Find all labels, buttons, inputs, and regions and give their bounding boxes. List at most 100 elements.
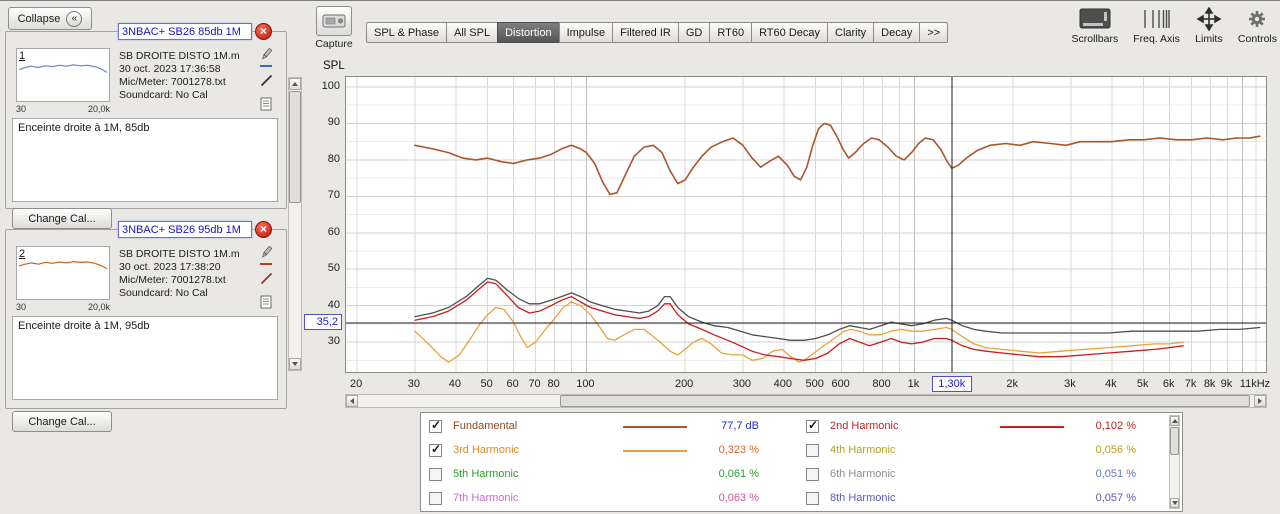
legend-checkbox-5th-harmonic[interactable] (429, 468, 442, 481)
gear-icon (1238, 6, 1277, 32)
capture-button[interactable] (316, 6, 352, 36)
controls-button[interactable]: Controls (1238, 6, 1277, 45)
tab-clarity[interactable]: Clarity (827, 22, 875, 43)
tab-spl-phase[interactable]: SPL & Phase (366, 22, 448, 43)
limits-icon (1195, 6, 1223, 32)
notes-icon[interactable] (260, 295, 272, 312)
x-tick-label: 600 (831, 378, 850, 390)
scroll-left-button[interactable] (346, 395, 358, 407)
tab-filtered-ir[interactable]: Filtered IR (612, 22, 679, 43)
horizontal-scroll-thumb[interactable] (560, 395, 1250, 407)
legend-scroll-down-button[interactable] (1170, 498, 1179, 508)
legend-checkbox-7th-harmonic[interactable] (429, 492, 442, 505)
legend-scroll-up-button[interactable] (1170, 416, 1179, 426)
legend-label: 5th Harmonic (453, 468, 519, 480)
trace-edit-pencil-icon[interactable] (259, 245, 273, 265)
scroll-down-button[interactable] (289, 358, 301, 370)
tab-all-spl[interactable]: All SPL (446, 22, 499, 43)
measurement-thumbnail-2[interactable] (16, 246, 110, 300)
scrollbars-icon (1072, 6, 1119, 32)
legend-checkbox-6th-harmonic[interactable] (806, 468, 819, 481)
tab-rt60[interactable]: RT60 (709, 22, 753, 43)
scroll-up-button[interactable] (289, 78, 301, 90)
x-tick-label: 60 (506, 378, 519, 390)
legend-scrollbar[interactable] (1169, 415, 1180, 509)
graph-type-tabs: SPL & Phase All SPL Distortion Impulse Filte… (366, 22, 949, 43)
x-tick-label: 400 (773, 378, 793, 390)
x-tick-label: 5k (1136, 378, 1149, 390)
tab-distortion[interactable]: Distortion (497, 22, 560, 43)
legend-checkbox-3rd-harmonic[interactable]: ✓ (429, 442, 442, 457)
x-tick-label: 500 (805, 378, 824, 390)
legend-value: 0,051 % (1095, 468, 1136, 480)
x-tick-label: 200 (674, 378, 694, 390)
legend-checkbox-2nd-harmonic[interactable]: ✓ (806, 418, 819, 433)
thumb-min-freq: 30 (16, 302, 27, 312)
tab-decay[interactable]: Decay (873, 22, 921, 43)
y-axis-title: SPL (323, 60, 345, 72)
x-tick-label: 9k (1220, 378, 1233, 390)
measurement-notes-2[interactable]: Enceinte droite à 1M, 95db (12, 316, 278, 400)
capture-group: Capture (312, 6, 356, 50)
trace-color-bar (259, 65, 272, 67)
freq-axis-icon (1133, 6, 1180, 32)
x-tick-label: 300 (732, 378, 752, 390)
legend-value: 0,057 % (1095, 492, 1136, 504)
measurement-soundcard: Soundcard: No Cal (119, 89, 208, 101)
change-cal-button-1[interactable]: Change Cal... (12, 208, 112, 229)
tab-rt60-decay[interactable]: RT60 Decay (751, 22, 828, 43)
measurement-notes-1[interactable]: Enceinte droite à 1M, 85db (12, 118, 278, 202)
measurement-info-1: SB DROITE DISTO 1M.m 30 oct. 2023 17:36:… (119, 50, 255, 102)
trace-edit-pencil-icon[interactable] (259, 47, 273, 67)
legend-row-2nd-harmonic: ✓ 2nd Harmonic 0,102 % (804, 417, 1176, 439)
measurement-name-input-1[interactable] (118, 23, 252, 40)
x-tick-label: 40 (448, 378, 461, 390)
distortion-plot[interactable] (345, 76, 1267, 373)
thumbnail-axis-labels: 30 20,0k (16, 104, 110, 114)
freq-axis-button[interactable]: Freq. Axis (1133, 6, 1180, 45)
tab-impulse[interactable]: Impulse (558, 22, 614, 43)
measurement-number-1[interactable]: 1 (19, 50, 26, 62)
measurement-soundcard: Soundcard: No Cal (119, 287, 208, 299)
limits-button[interactable]: Limits (1195, 6, 1223, 45)
y-tick-label: 100 (321, 79, 340, 92)
tab-more[interactable]: >> (919, 22, 949, 43)
legend-scroll-thumb[interactable] (1170, 427, 1179, 455)
x-tick-label: 6k (1162, 378, 1175, 390)
delete-measurement-button-2[interactable]: × (255, 221, 272, 238)
legend-checkbox-8th-harmonic[interactable] (806, 492, 819, 505)
x-tick-label: 11kHz (1239, 378, 1271, 390)
legend-row-fundamental: ✓ Fundamental 77,7 dB (427, 417, 799, 439)
legend-label: Fundamental (453, 420, 518, 432)
legend-checkbox-4th-harmonic[interactable] (806, 444, 819, 457)
thumb-min-freq: 30 (16, 104, 27, 114)
chart-vertical-scrollbar[interactable] (288, 77, 302, 371)
measurement-name-input-2[interactable] (118, 221, 252, 238)
chart-horizontal-scrollbar[interactable] (345, 394, 1267, 408)
thumb-max-freq: 20,0k (87, 302, 110, 312)
thumbnail-axis-labels: 30 20,0k (16, 302, 110, 312)
measurement-thumbnail-1[interactable] (16, 48, 110, 102)
vertical-scroll-thumb[interactable] (289, 91, 301, 203)
delete-measurement-button-1[interactable]: × (255, 23, 272, 40)
trace-line-style-icon[interactable] (260, 272, 273, 288)
scroll-right-button[interactable] (1254, 395, 1266, 407)
notes-icon[interactable] (260, 97, 272, 114)
measurement-number-2[interactable]: 2 (19, 248, 26, 260)
x-tick-label: 1k (907, 378, 920, 390)
tab-gd[interactable]: GD (677, 22, 711, 43)
x-tick-label: 100 (576, 378, 595, 390)
x-tick-label: 800 (872, 378, 891, 390)
legend-label: 6th Harmonic (830, 468, 896, 480)
legend-checkbox-fundamental[interactable]: ✓ (429, 418, 442, 433)
x-tick-label: 70 (528, 378, 541, 390)
checkmark-icon: ✓ (431, 442, 442, 456)
collapse-button[interactable]: Collapse « (8, 7, 92, 30)
plot-svg (346, 77, 1266, 372)
change-cal-button-2[interactable]: Change Cal... (12, 411, 112, 432)
toolbar-right: Scrollbars Freq. Axis Limits Controls (1072, 6, 1277, 45)
collapse-label: Collapse (17, 12, 61, 25)
scrollbars-button[interactable]: Scrollbars (1072, 6, 1119, 45)
trace-line-style-icon[interactable] (260, 74, 273, 90)
